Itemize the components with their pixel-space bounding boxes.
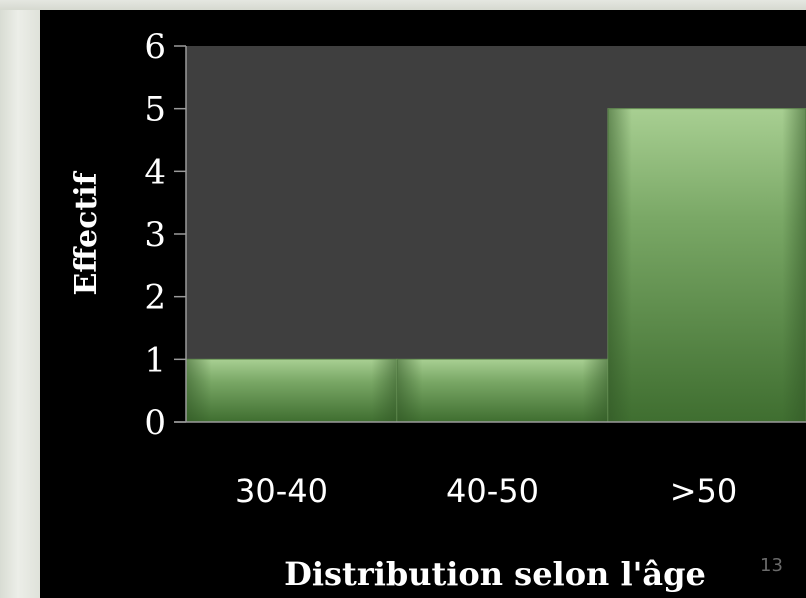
x-tick-label: >50 <box>670 472 738 510</box>
y-tick-label: 1 <box>144 340 166 380</box>
y-tick-label: 4 <box>144 152 166 192</box>
background-texture-left <box>0 0 40 598</box>
bar-40-50 <box>396 358 609 423</box>
y-tick-label: 6 <box>144 27 166 67</box>
y-tick-label: 2 <box>144 278 166 318</box>
y-axis-label: Effectif <box>69 170 104 295</box>
y-tick-label: 3 <box>144 215 166 255</box>
x-tick-label: 40-50 <box>446 472 539 510</box>
x-axis-label: Distribution selon l'âge <box>284 555 706 593</box>
y-tick-label: 5 <box>144 90 166 130</box>
background-texture-top <box>0 0 806 10</box>
bar->50 <box>607 108 806 423</box>
y-tick-label: 0 <box>144 403 166 443</box>
bar-30-40 <box>185 358 398 423</box>
page-number: 13 <box>760 555 783 576</box>
x-tick-label: 30-40 <box>235 472 328 510</box>
